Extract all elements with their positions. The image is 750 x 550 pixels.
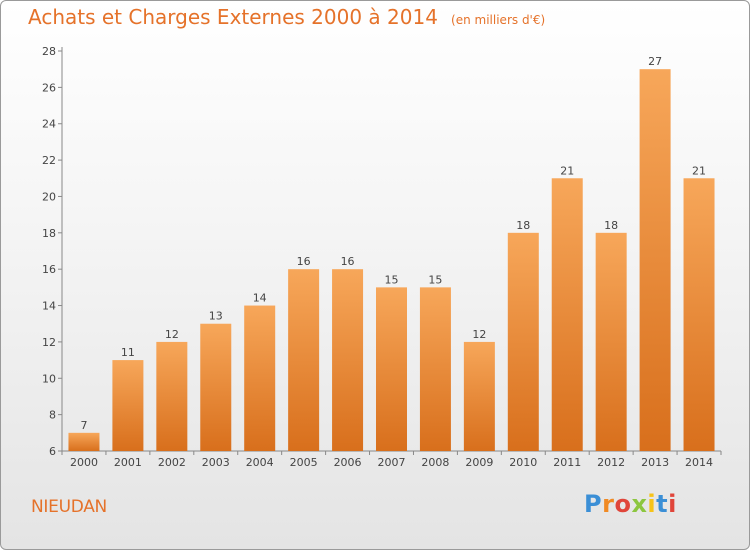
x-tick-label: 2001 xyxy=(114,456,142,469)
x-tick-label: 2006 xyxy=(334,456,362,469)
data-label-2010: 18 xyxy=(516,219,530,232)
data-label-2014: 21 xyxy=(692,164,706,177)
y-tick-label: 20 xyxy=(42,190,56,203)
data-label-2013: 27 xyxy=(648,55,662,68)
chart-subtitle: (en milliers d'€) xyxy=(451,13,546,27)
data-label-2006: 16 xyxy=(341,255,355,268)
data-label-2000: 7 xyxy=(80,419,87,432)
bar-2009 xyxy=(463,341,495,451)
chart-bars xyxy=(68,69,715,452)
x-tick-label: 2013 xyxy=(641,456,669,469)
x-tick-label: 2011 xyxy=(553,456,581,469)
bar-2004 xyxy=(244,305,276,451)
y-tick-label: 8 xyxy=(49,409,56,422)
bar-2007 xyxy=(376,287,407,451)
x-tick-label: 2002 xyxy=(158,456,186,469)
y-tick-label: 12 xyxy=(42,336,56,349)
data-label-2011: 21 xyxy=(560,164,574,177)
logo-letter: i xyxy=(668,490,677,518)
x-tick-label: 2009 xyxy=(465,456,493,469)
x-tick-label: 2014 xyxy=(685,456,713,469)
y-tick-label: 18 xyxy=(42,227,56,240)
x-tick-label: 2012 xyxy=(597,456,625,469)
logo-letter: t xyxy=(656,490,669,518)
bar-2003 xyxy=(200,323,232,451)
x-tick-label: 2010 xyxy=(509,456,537,469)
x-tick-label: 2007 xyxy=(378,456,406,469)
data-label-2004: 14 xyxy=(253,292,267,305)
commune-name: NIEUDAN xyxy=(31,497,107,517)
chart-data-labels: 7 11 12 13 14 16 16 15 15 12 18 21 18 27 21 xyxy=(80,55,706,432)
chart-title: Achats et Charges Externes 2000 à 2014 xyxy=(28,5,438,29)
bar-2013 xyxy=(639,69,671,451)
x-tick-label: 2008 xyxy=(421,456,449,469)
y-tick-label: 14 xyxy=(42,300,56,313)
bar-2005 xyxy=(288,269,320,451)
bar-2012 xyxy=(595,232,627,451)
logo-letter: i xyxy=(647,490,657,518)
bar-2000 xyxy=(68,432,100,451)
y-tick-label: 26 xyxy=(42,81,56,94)
x-tick-label: 2000 xyxy=(70,456,98,469)
x-tick-label: 2005 xyxy=(290,456,318,469)
x-tick-label: 2004 xyxy=(246,456,274,469)
data-label-2008: 15 xyxy=(428,273,442,286)
x-tick-label: 2003 xyxy=(202,456,230,469)
data-label-2007: 15 xyxy=(385,273,399,286)
chart-axes: 6 8 10 12 14 16 18 20 22 24 26 28 2000 2001 2002 2003 20… xyxy=(42,45,722,469)
data-label-2012: 18 xyxy=(604,219,618,232)
logo-letter: P xyxy=(584,490,603,518)
chart-title-block: Achats et Charges Externes 2000 à 2014 (… xyxy=(28,5,545,29)
logo-letter: x xyxy=(631,490,648,518)
bar-2008 xyxy=(419,287,451,451)
bar-2001 xyxy=(112,360,144,451)
logo-letter: r xyxy=(602,490,615,518)
bar-2006 xyxy=(332,269,364,451)
data-label-2001: 11 xyxy=(121,346,135,359)
y-tick-label: 16 xyxy=(42,263,56,276)
y-tick-label: 28 xyxy=(42,45,56,58)
data-label-2005: 16 xyxy=(297,255,311,268)
y-tick-label: 24 xyxy=(42,118,56,131)
data-label-2009: 12 xyxy=(472,328,486,341)
logo-letter: o xyxy=(614,490,632,518)
y-tick-label: 22 xyxy=(42,154,56,167)
data-label-2002: 12 xyxy=(165,328,179,341)
bar-2010 xyxy=(507,232,539,451)
proxiti-logo[interactable]: Proxiti xyxy=(584,490,677,518)
data-label-2003: 13 xyxy=(209,310,223,323)
bar-2014 xyxy=(683,178,715,452)
bar-2011 xyxy=(551,178,583,452)
y-tick-label: 10 xyxy=(42,372,56,385)
y-tick-label: 6 xyxy=(49,445,56,458)
bar-2002 xyxy=(156,341,188,451)
